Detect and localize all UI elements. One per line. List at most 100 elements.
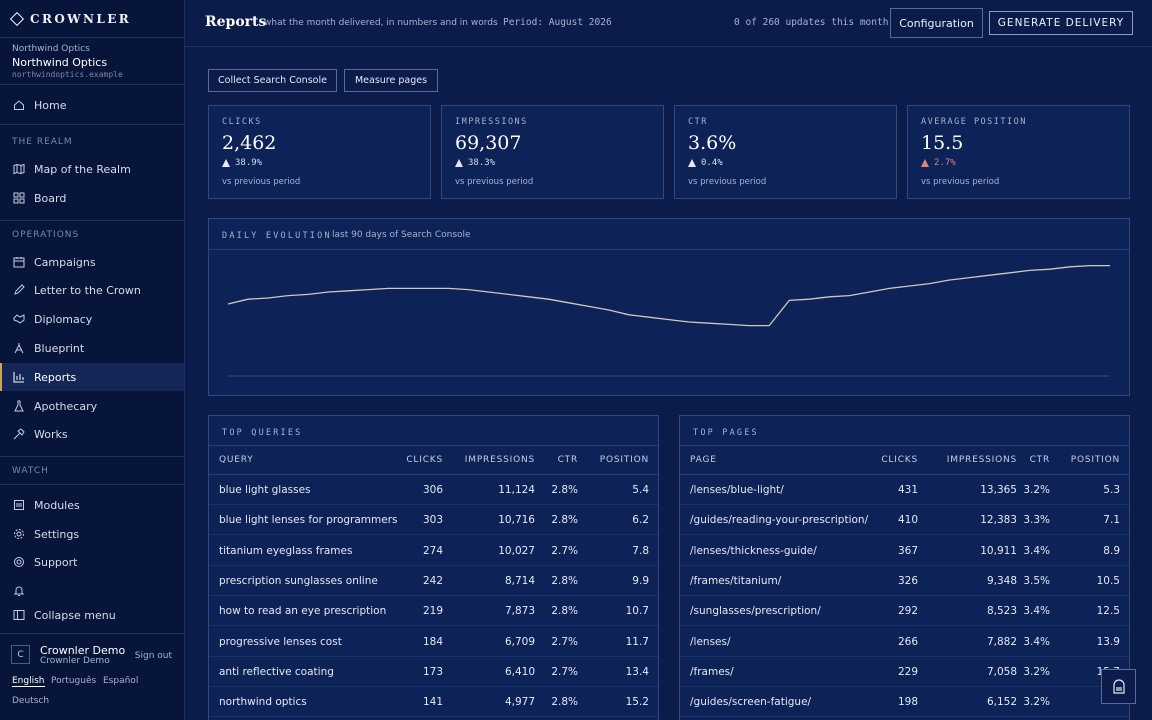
column-header[interactable]: CLICKS: [406, 455, 443, 465]
lang-german[interactable]: Deutsch: [12, 696, 50, 706]
nav-collapse[interactable]: Collapse menu: [0, 601, 184, 629]
nav-works[interactable]: Works: [0, 420, 184, 448]
column-header[interactable]: POSITION: [1070, 455, 1120, 465]
nav-letter[interactable]: Letter to the Crown: [0, 276, 184, 304]
table-row[interactable]: blue light lenses for programmers 303 10,7…: [209, 505, 658, 536]
org-switcher[interactable]: Northwind Optics Northwind Optics northw…: [0, 38, 184, 85]
metric-delta-value: 38.9%: [235, 158, 263, 168]
table-cell: 9,348: [986, 574, 1017, 587]
nav-modules[interactable]: Modules: [0, 491, 184, 519]
table-cell: anti reflective coating: [219, 665, 334, 678]
nav-campaigns[interactable]: Campaigns: [0, 248, 184, 276]
table-row[interactable]: blue light glasses 306 11,124 2.8% 5.4: [209, 475, 658, 505]
table-cell: /lenses/: [690, 635, 731, 648]
user-name: Crownler Demo: [40, 644, 126, 657]
table-cell: 219: [422, 605, 443, 618]
collect-search-console-button[interactable]: Collect Search Console: [208, 69, 337, 92]
nav-blueprint[interactable]: Blueprint: [0, 334, 184, 362]
column-header[interactable]: IMPRESSIONS: [464, 455, 535, 465]
metric-delta-value: 2.7%: [934, 158, 956, 168]
panel-header: DAILY EVOLUTION last 90 days of Search C…: [209, 219, 1129, 250]
table-cell: /guides/reading-your-prescription/: [690, 514, 869, 527]
table-cell: 3.4%: [1023, 635, 1050, 648]
lang-spanish[interactable]: Español: [103, 676, 139, 686]
trend-worse-icon: [921, 159, 929, 167]
table-row[interactable]: progressive lenses cost 184 6,709 2.7% 11.7: [209, 627, 658, 657]
column-header[interactable]: CTR: [557, 455, 578, 465]
signout-link[interactable]: Sign out: [134, 651, 172, 661]
table-row[interactable]: /frames/titanium/326 9,348 3.5% 10.5: [680, 566, 1129, 596]
table-row[interactable]: northwind optics 141 4,977 2.8% 15.2: [209, 687, 658, 718]
helmet-icon-button[interactable]: [1101, 669, 1136, 704]
table-row[interactable]: anti reflective coating 173 6,410 2.7% 13.4: [209, 657, 658, 687]
table-cell: 141: [422, 696, 443, 709]
table-cell: 3.2%: [1023, 484, 1050, 496]
nav-settings[interactable]: Settings: [0, 520, 184, 548]
nav-diplomacy[interactable]: Diplomacy: [0, 305, 184, 333]
nav-modules-label: Modules: [34, 498, 80, 512]
nav-home[interactable]: Home: [0, 91, 184, 119]
daily-evolution-chart: [227, 264, 1110, 377]
table-cell: 7.1: [1103, 514, 1120, 527]
column-header[interactable]: POSITION: [599, 455, 649, 465]
table-cell: 7,873: [504, 605, 535, 618]
flask-icon: [13, 400, 25, 412]
metric-label: AVERAGE POSITION: [921, 117, 1027, 127]
table-cell: 2.8%: [551, 514, 578, 527]
measure-pages-button[interactable]: Measure pages: [344, 69, 438, 92]
map-icon: [13, 163, 25, 175]
trend-up-icon: [688, 159, 696, 167]
panel-header: TOP PAGES: [680, 416, 1129, 446]
nav-collapse-label: Collapse menu: [34, 608, 116, 622]
table-cell: 3.3%: [1023, 514, 1050, 527]
table-cell: 229: [897, 665, 918, 678]
lang-english[interactable]: English: [12, 676, 45, 687]
table-row[interactable]: /guides/screen-fatigue/198 6,152 3.2%: [680, 687, 1129, 718]
table-header: QUERY CLICKS IMPRESSIONS CTR POSITION: [209, 446, 658, 475]
table-cell: /frames/: [690, 665, 734, 678]
column-header[interactable]: PAGE: [690, 455, 717, 465]
table-row[interactable]: /lenses/266 7,882 3.4% 13.9: [680, 627, 1129, 657]
nav-reports[interactable]: Reports: [0, 363, 184, 391]
column-header[interactable]: CTR: [1029, 455, 1050, 465]
table-cell: northwind optics: [219, 696, 307, 709]
table-row[interactable]: prescription sunglasses online 242 8,714 2.…: [209, 566, 658, 596]
configuration-button[interactable]: Configuration: [890, 8, 983, 38]
table-cell: 6,709: [504, 635, 535, 648]
avatar[interactable]: C: [11, 645, 30, 664]
table-cell: 7,882: [986, 635, 1017, 648]
table-cell: 274: [422, 544, 443, 557]
table-row[interactable]: /lenses/thickness-guide/367 10,911 3.4% 8.9: [680, 536, 1129, 566]
table-cell: /frames/titanium/: [690, 574, 782, 587]
brand-name: CROWNLER: [30, 11, 132, 26]
brand[interactable]: CROWNLER: [0, 0, 184, 38]
table-row[interactable]: /guides/reading-your-prescription/410 12,…: [680, 505, 1129, 536]
lang-portuguese[interactable]: Português: [51, 676, 97, 686]
table-cell: how to read an eye prescription: [219, 605, 387, 618]
nav-apothecary[interactable]: Apothecary: [0, 392, 184, 420]
table-row[interactable]: how to read an eye prescription 219 7,873 2…: [209, 596, 658, 627]
nav-map[interactable]: Map of the Realm: [0, 155, 184, 183]
nav-letter-label: Letter to the Crown: [34, 283, 141, 297]
nav-apothecary-label: Apothecary: [34, 399, 98, 413]
helmet-icon: [1112, 678, 1125, 694]
nav-support[interactable]: Support: [0, 548, 184, 576]
generate-delivery-button[interactable]: GENERATE DELIVERY: [989, 11, 1133, 35]
nav-reports-label: Reports: [34, 370, 77, 384]
table-cell: 5.4: [632, 484, 649, 496]
nav-board[interactable]: Board: [0, 184, 184, 212]
column-header[interactable]: CLICKS: [881, 455, 918, 465]
page-title: Reports: [205, 14, 267, 30]
table-row[interactable]: /lenses/blue-light/431 13,365 3.2% 5.3: [680, 475, 1129, 505]
table-row[interactable]: /sunglasses/prescription/292 8,523 3.4% 12.…: [680, 596, 1129, 627]
table-cell: 3.4%: [1023, 605, 1050, 618]
table-cell: 10.5: [1096, 574, 1120, 587]
top-pages-title: TOP PAGES: [693, 428, 759, 438]
table-cell: 8,523: [986, 605, 1017, 618]
metric-delta: 2.7%: [921, 158, 956, 168]
column-header[interactable]: QUERY: [219, 455, 254, 465]
table-row[interactable]: titanium eyeglass frames 274 10,027 2.7% 7.8: [209, 536, 658, 566]
column-header[interactable]: IMPRESSIONS: [946, 455, 1017, 465]
nav-notifications[interactable]: [0, 577, 184, 605]
